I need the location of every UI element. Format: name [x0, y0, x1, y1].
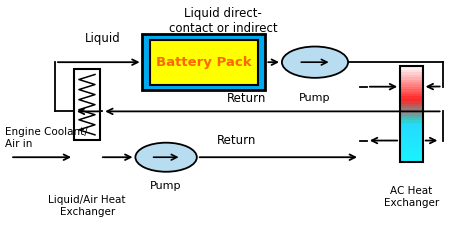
Bar — [400, 132, 423, 135]
Circle shape — [136, 143, 197, 172]
Bar — [400, 72, 423, 75]
Bar — [400, 82, 423, 85]
Bar — [400, 87, 423, 90]
Bar — [400, 113, 423, 116]
Bar — [400, 106, 423, 109]
Bar — [400, 142, 423, 145]
Bar — [400, 144, 423, 147]
Circle shape — [282, 47, 348, 78]
Bar — [143, 34, 265, 90]
Bar — [150, 40, 258, 85]
Bar — [400, 68, 423, 70]
Bar — [400, 75, 423, 78]
Bar — [400, 152, 423, 155]
Bar — [400, 123, 423, 126]
Bar — [400, 92, 423, 94]
Bar — [400, 89, 423, 92]
Bar — [400, 79, 423, 82]
Bar — [400, 104, 423, 106]
Bar — [400, 116, 423, 118]
Text: Liquid direct-
contact or indirect: Liquid direct- contact or indirect — [169, 7, 277, 35]
Bar — [400, 96, 423, 99]
Text: Pump: Pump — [299, 94, 331, 104]
Text: Engine Coolant/
Air in: Engine Coolant/ Air in — [5, 127, 88, 149]
Bar — [400, 154, 423, 157]
Bar — [400, 125, 423, 128]
Text: AC Heat
Exchanger: AC Heat Exchanger — [384, 186, 439, 208]
Bar — [400, 99, 423, 102]
Text: Battery Pack: Battery Pack — [156, 56, 252, 69]
Bar — [400, 128, 423, 130]
Bar — [400, 77, 423, 80]
Bar — [400, 84, 423, 87]
Bar — [400, 108, 423, 111]
Text: Liquid: Liquid — [84, 32, 120, 45]
Bar — [400, 135, 423, 138]
Bar — [400, 120, 423, 123]
Bar — [400, 65, 423, 162]
Bar — [400, 156, 423, 159]
Bar — [400, 118, 423, 121]
Bar — [400, 70, 423, 73]
Bar — [400, 159, 423, 162]
Bar — [400, 140, 423, 142]
Bar — [400, 65, 423, 68]
Text: Liquid/Air Heat
Exchanger: Liquid/Air Heat Exchanger — [48, 195, 126, 217]
Text: Pump: Pump — [150, 181, 182, 191]
Bar — [400, 111, 423, 114]
Bar — [400, 130, 423, 133]
Bar — [400, 147, 423, 150]
Bar — [400, 101, 423, 104]
Bar — [74, 69, 100, 140]
Bar — [400, 94, 423, 97]
Text: Return: Return — [217, 134, 257, 147]
Text: Return: Return — [227, 92, 266, 105]
Bar — [400, 149, 423, 152]
Bar — [400, 137, 423, 140]
